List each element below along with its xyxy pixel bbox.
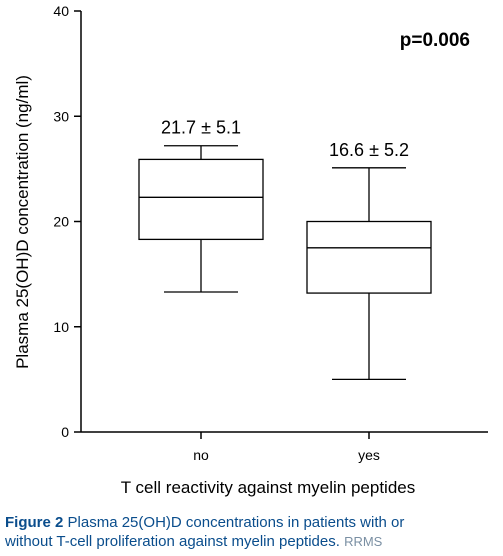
figure-caption-trailing: RRMS	[344, 534, 383, 549]
figure-caption: Figure 2 Plasma 25(OH)D concentrations i…	[5, 513, 500, 556]
p-value-annotation: p=0.006	[400, 30, 470, 51]
y-tick-label: 10	[53, 319, 69, 335]
mean-sd-label: 16.6 ± 5.2	[329, 140, 409, 160]
y-tick-label: 40	[53, 3, 69, 19]
figure-title: Plasma 25(OH)D concentrations in patient…	[67, 514, 405, 531]
box-yes: 16.6 ± 5.2	[306, 140, 432, 381]
x-tick-label: no	[193, 447, 209, 463]
figure-number: Figure 2	[5, 514, 64, 531]
y-tick-label: 30	[53, 108, 69, 124]
y-tick-label: 20	[53, 214, 69, 230]
x-axis: no yes	[81, 431, 488, 463]
iqr-box	[306, 220, 432, 294]
mean-sd-label: 21.7 ± 5.1	[161, 118, 241, 138]
box-no: 21.7 ± 5.1	[138, 118, 264, 293]
box-plot-chart: 0 10 20 30 40 no yes 21.7 ± 5.1 16.6 ± 5.2 Pla…	[13, 3, 488, 497]
y-tick-label: 0	[61, 424, 69, 440]
iqr-box	[138, 158, 264, 241]
y-axis-title: Plasma 25(OH)D concentration (ng/ml)	[13, 75, 32, 369]
x-tick-label: yes	[358, 447, 380, 463]
figure-title-line2: without T-cell proliferation against mye…	[5, 533, 340, 550]
y-axis: 0 10 20 30 40	[53, 3, 82, 440]
boxes-group: 21.7 ± 5.1 16.6 ± 5.2	[138, 118, 432, 381]
x-axis-title: T cell reactivity against myelin peptide…	[121, 478, 416, 497]
